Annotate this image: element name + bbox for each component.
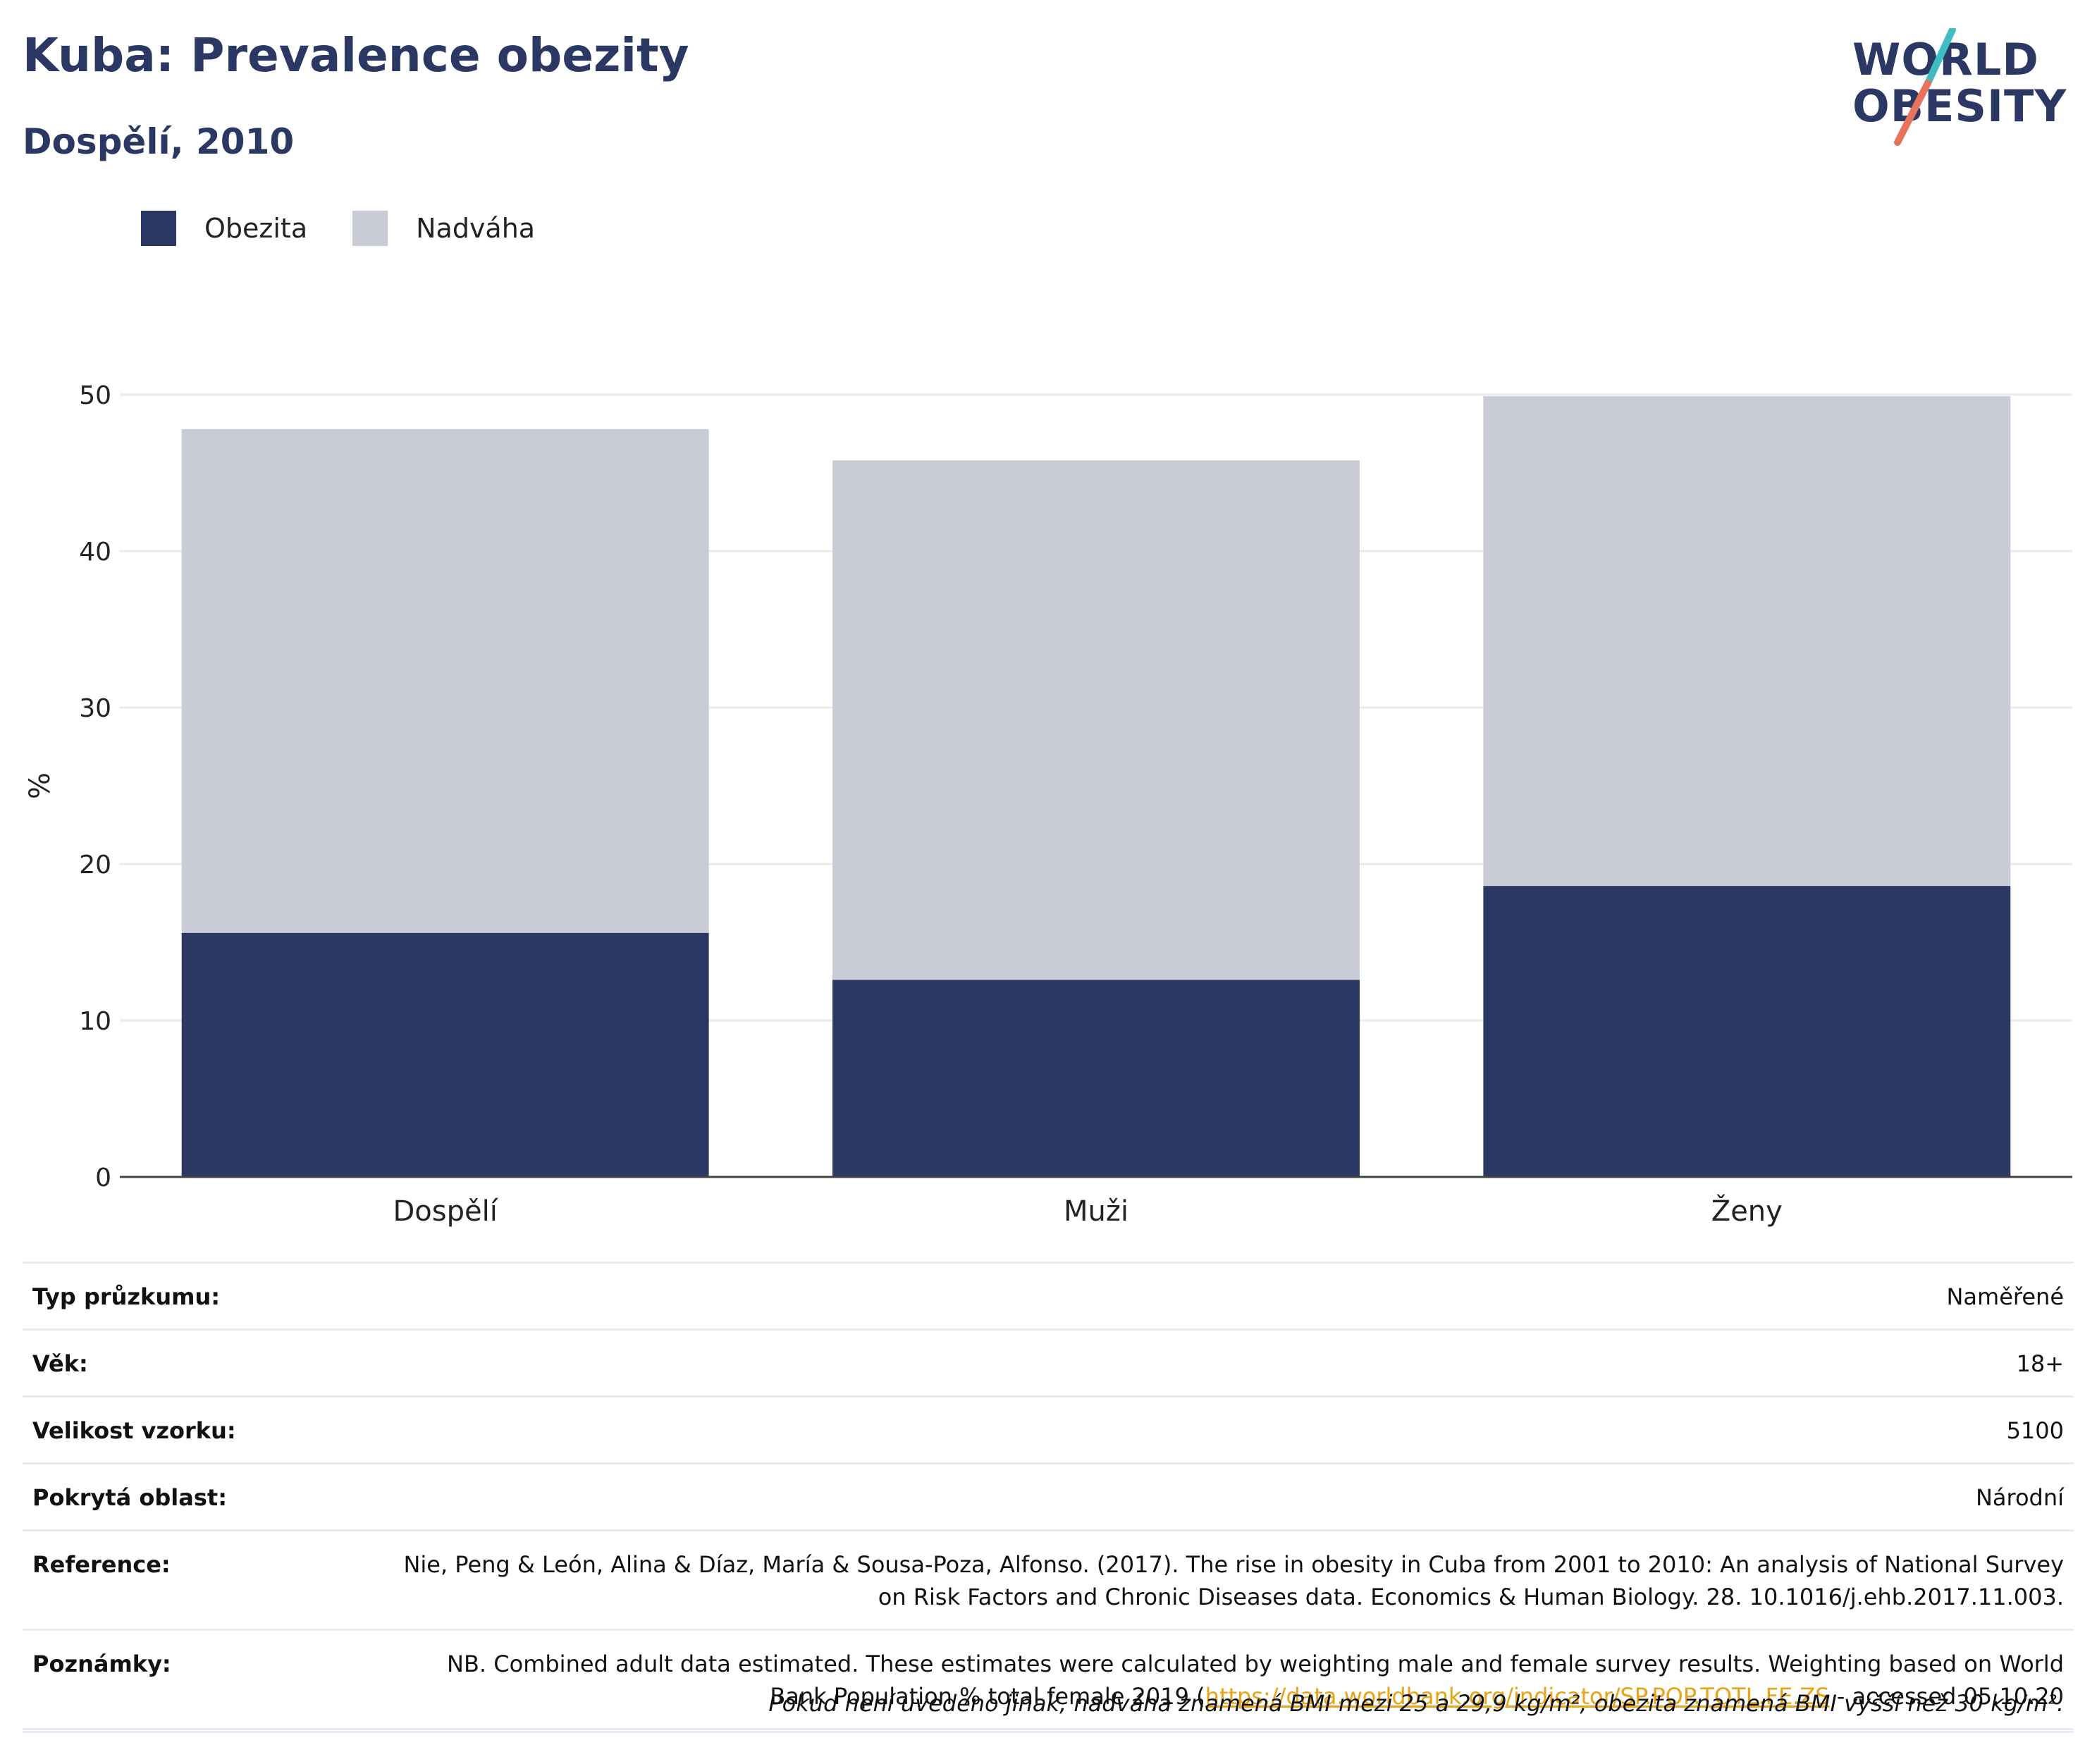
legend-swatch-obezita — [141, 211, 176, 246]
y-tick-label: 20 — [79, 851, 111, 880]
info-value: 5100 — [2006, 1417, 2064, 1444]
logo-line-2: OBESITY — [1852, 80, 2067, 132]
chart-title: Kuba: Prevalence obezity — [23, 28, 689, 82]
notes-text-end: - accessed 05.10.20 — [1829, 1683, 2064, 1710]
bmi-footnote: Pokud není uvedeno jinak, nadváha znamen… — [23, 1677, 2074, 1733]
info-label: Reference: — [32, 1551, 171, 1578]
logo-slash-icon — [1894, 28, 1956, 146]
x-tick-label: Ženy — [1711, 1194, 1783, 1228]
bar-nadváha-1 — [832, 460, 1360, 980]
info-row-survey-type: Typ průzkumu: Naměřené — [23, 1264, 2074, 1331]
legend-swatch-nadvaha — [352, 211, 388, 246]
info-label: Typ průzkumu: — [32, 1283, 221, 1310]
info-value: 18+ — [2016, 1350, 2064, 1377]
legend-label-obezita: Obezita — [204, 213, 308, 244]
y-axis-label: % — [24, 772, 56, 799]
x-tick-label: Dospělí — [393, 1195, 498, 1228]
stacked-bar-chart: 0 10 20 30 40 50% Dospělí Muži Ženy — [24, 381, 2072, 1228]
chart-legend: Obezita Nadváha — [141, 210, 580, 247]
y-tick-label: 30 — [79, 694, 111, 723]
info-label: Pokrytá oblast: — [32, 1484, 227, 1511]
info-label: Poznámky: — [32, 1651, 171, 1677]
y-tick-label: 40 — [79, 538, 111, 567]
info-value: Nie, Peng & León, Alina & Díaz, María & … — [403, 1551, 2064, 1610]
survey-info-table: Typ průzkumu: Naměřené Věk: 18+ Velikost… — [23, 1262, 2074, 1730]
info-label: Velikost vzorku: — [32, 1417, 236, 1444]
bar-obezita-0 — [181, 932, 709, 1177]
legend-item-obezita: Obezita — [141, 211, 307, 246]
world-obesity-logo: WORLD OBESITY — [1847, 28, 2072, 148]
bar-obezita-1 — [832, 980, 1360, 1177]
info-value: NB. Combined adult data estimated. These… — [399, 1648, 2064, 1713]
info-row-age: Věk: 18+ — [23, 1331, 2074, 1398]
info-value: Národní — [1975, 1484, 2064, 1511]
info-row-reference: Reference: Nie, Peng & León, Alina & Día… — [23, 1531, 2074, 1631]
notes-text: NB. Combined adult data estimated. These… — [447, 1651, 2064, 1710]
worldbank-link[interactable]: https://data.worldbank.org/indicator/SP.… — [1205, 1683, 1830, 1710]
bar-nadváha-0 — [181, 428, 709, 933]
info-row-notes: Poznámky: NB. Combined adult data estima… — [23, 1631, 2074, 1730]
info-label: Věk: — [32, 1350, 88, 1377]
y-tick-label: 0 — [95, 1164, 111, 1192]
legend-item-nadvaha: Nadváha — [352, 211, 535, 246]
y-tick-label: 50 — [79, 381, 111, 410]
info-row-sample-size: Velikost vzorku: 5100 — [23, 1398, 2074, 1464]
y-tick-label: 10 — [79, 1007, 111, 1036]
legend-label-nadvaha: Nadváha — [416, 213, 536, 244]
info-value: Naměřené — [1946, 1283, 2064, 1310]
bar-obezita-2 — [1483, 886, 2011, 1177]
chart-subtitle: Dospělí, 2010 — [23, 121, 295, 162]
bar-nadváha-2 — [1483, 396, 2011, 887]
x-tick-label: Muži — [1064, 1195, 1128, 1228]
info-row-coverage: Pokrytá oblast: Národní — [23, 1464, 2074, 1531]
